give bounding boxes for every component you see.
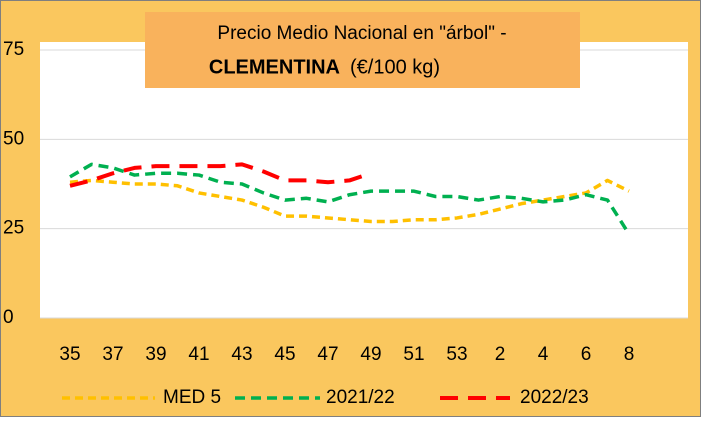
unit: (€/100 kg) bbox=[350, 56, 440, 78]
legend-label: MED 5 bbox=[163, 387, 221, 408]
x-tick-label: 43 bbox=[231, 344, 252, 365]
series-line bbox=[69, 162, 631, 235]
legend-label: 2022/23 bbox=[520, 387, 589, 408]
legend-label: 2021/22 bbox=[326, 387, 395, 408]
x-tick-label: 4 bbox=[538, 344, 549, 365]
series-line bbox=[69, 162, 372, 188]
chart-title: Precio Medio Nacional en "árbol" - bbox=[217, 23, 506, 44]
x-tick-label: 39 bbox=[145, 344, 166, 365]
x-tick-label: 35 bbox=[59, 344, 80, 365]
y-tick-label: 75 bbox=[3, 39, 24, 60]
x-tick-label: 2 bbox=[495, 344, 506, 365]
x-tick-label: 8 bbox=[624, 344, 635, 365]
x-tick-label: 6 bbox=[581, 344, 592, 365]
x-tick-label: 51 bbox=[403, 344, 424, 365]
x-tick-label: 37 bbox=[102, 344, 123, 365]
x-tick-label: 45 bbox=[274, 344, 295, 365]
legend: MED 5 2021/22 2022/23 bbox=[62, 387, 589, 408]
x-tick-label: 49 bbox=[360, 344, 381, 365]
y-tick-label: 0 bbox=[3, 307, 14, 328]
title-box bbox=[145, 12, 580, 88]
series-line bbox=[69, 178, 630, 224]
chart-subtitle: CLEMENTINA bbox=[209, 56, 340, 78]
y-tick-label: 25 bbox=[3, 218, 24, 239]
x-tick-label: 53 bbox=[446, 344, 467, 365]
axes: 0 25 50 75 35 37 39 41 43 45 47 49 51 53 2 4 6 8 bbox=[3, 39, 634, 365]
x-tick-label: 41 bbox=[188, 344, 209, 365]
lines bbox=[69, 162, 631, 235]
y-tick-label: 50 bbox=[3, 128, 24, 149]
x-tick-label: 47 bbox=[317, 344, 338, 365]
